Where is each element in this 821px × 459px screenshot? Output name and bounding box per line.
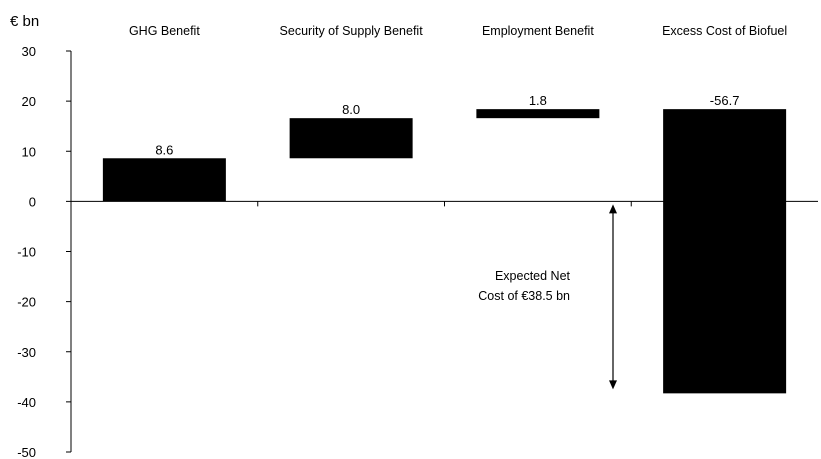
bar — [102, 158, 226, 202]
category-label: Security of Supply Benefit — [280, 24, 424, 38]
bar — [476, 109, 600, 119]
y-unit-label: € bn — [10, 13, 39, 30]
y-tick-label: 0 — [29, 194, 36, 209]
data-label: 8.0 — [342, 102, 360, 117]
y-axis: € bn 30 20 10 0 -10 -20 -30 -40 -50 — [10, 13, 72, 459]
arrow-head-up — [609, 204, 617, 214]
data-label: 8.6 — [155, 142, 173, 157]
annotation-text-line: Cost of €38.5 bn — [478, 289, 570, 303]
category-label: Employment Benefit — [482, 24, 594, 38]
bar — [663, 109, 787, 394]
y-tick-label: -50 — [17, 445, 36, 459]
annotation-text-line: Expected Net — [495, 269, 571, 283]
bars — [102, 109, 787, 394]
data-label: 1.8 — [529, 93, 547, 108]
y-tick-label: -40 — [17, 395, 36, 410]
category-label: Excess Cost of Biofuel — [662, 24, 787, 38]
category-label: GHG Benefit — [129, 24, 200, 38]
y-tick-label: -30 — [17, 345, 36, 360]
y-tick-label: -20 — [17, 295, 36, 310]
labels: 8.6 8.0 1.8 -56.7 — [155, 93, 739, 157]
data-label: -56.7 — [710, 93, 740, 108]
arrow-head-down — [609, 380, 617, 390]
y-tick-label: 30 — [22, 44, 36, 59]
net-cost-annotation: Expected Net Cost of €38.5 bn — [478, 204, 617, 390]
y-tick-label: -10 — [17, 245, 36, 260]
bar — [289, 118, 413, 159]
y-tick-label: 20 — [22, 94, 36, 109]
y-tick-label: 10 — [22, 144, 36, 159]
